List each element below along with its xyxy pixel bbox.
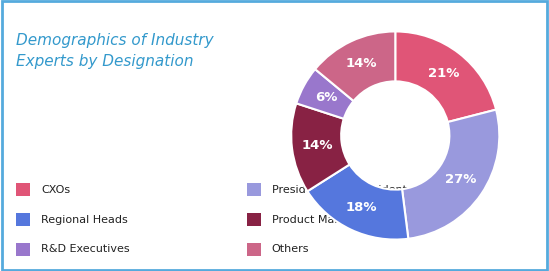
Wedge shape (291, 103, 350, 191)
Bar (247, 213, 261, 226)
Wedge shape (296, 69, 354, 119)
Wedge shape (307, 164, 408, 240)
Bar (247, 183, 261, 196)
Bar (16, 213, 30, 226)
Text: Product Managers: Product Managers (272, 215, 373, 224)
Text: 27%: 27% (445, 173, 477, 186)
Text: Others: Others (272, 244, 309, 254)
Wedge shape (402, 110, 500, 239)
Text: President/Vice Presidents: President/Vice Presidents (272, 185, 412, 195)
Text: 18%: 18% (346, 201, 377, 214)
Text: Demographics of Industry
Experts by Designation: Demographics of Industry Experts by Desi… (16, 33, 214, 69)
Text: 14%: 14% (301, 139, 333, 152)
Text: Regional Heads: Regional Heads (41, 215, 128, 224)
Bar (16, 243, 30, 256)
Text: 6%: 6% (315, 91, 337, 104)
Wedge shape (315, 31, 395, 101)
Bar (247, 243, 261, 256)
Wedge shape (395, 31, 496, 122)
Text: 21%: 21% (428, 66, 460, 79)
Bar (16, 183, 30, 196)
Text: R&D Executives: R&D Executives (41, 244, 130, 254)
Text: CXOs: CXOs (41, 185, 70, 195)
Text: 14%: 14% (346, 57, 377, 70)
